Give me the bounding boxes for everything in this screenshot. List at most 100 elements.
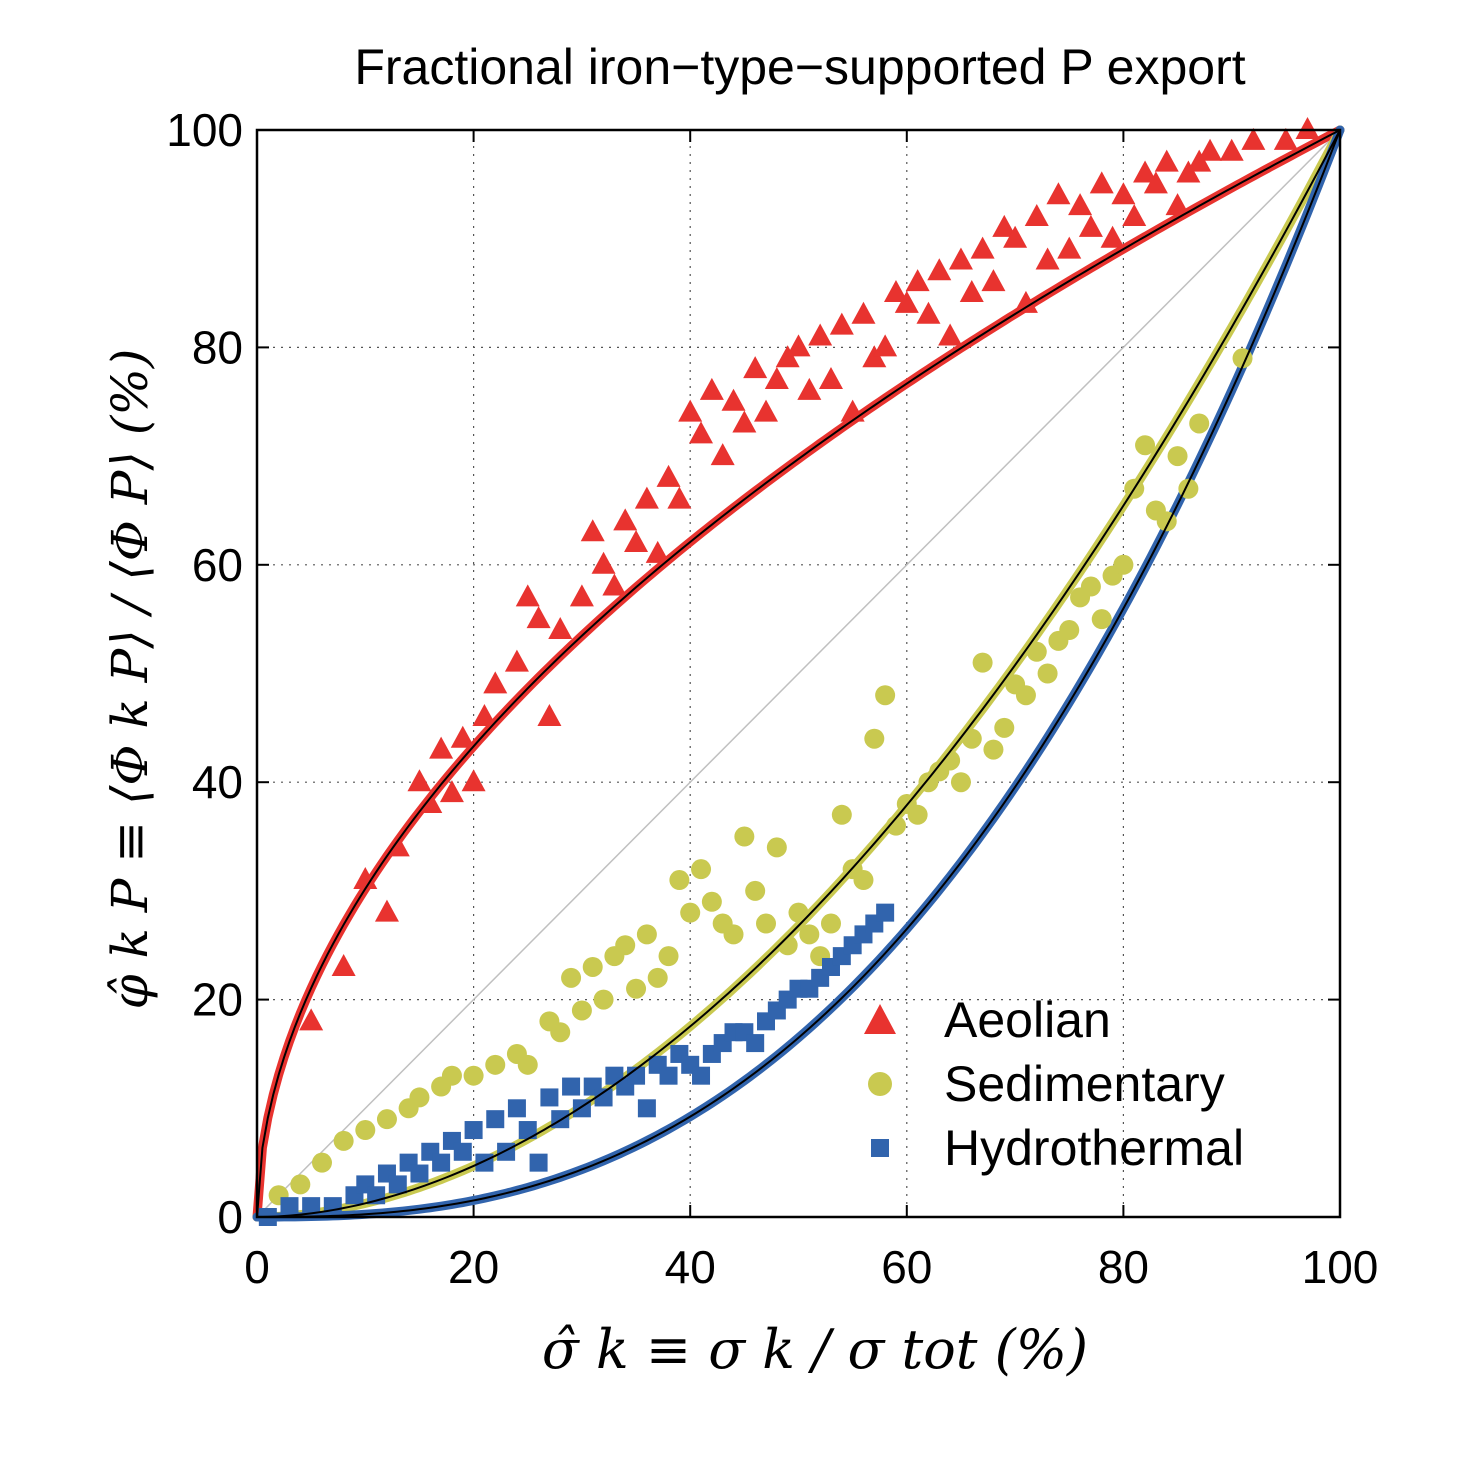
point-sedimentary	[658, 946, 679, 967]
point-aeolian	[331, 953, 356, 976]
point-aeolian	[1035, 247, 1060, 270]
y-tick-label: 80	[192, 321, 243, 373]
point-sedimentary	[1080, 576, 1101, 597]
identity-line	[256, 129, 1341, 1218]
point-hydrothermal	[562, 1077, 581, 1096]
point-aeolian	[927, 258, 952, 281]
point-sedimentary	[799, 924, 820, 945]
point-aeolian	[634, 486, 659, 509]
point-aeolian	[569, 584, 594, 607]
point-aeolian	[1295, 117, 1320, 139]
point-sedimentary	[582, 956, 603, 977]
point-aeolian	[353, 867, 378, 890]
point-aeolian	[992, 214, 1017, 237]
point-aeolian	[721, 388, 746, 411]
point-sedimentary	[1167, 446, 1188, 467]
point-sedimentary	[691, 859, 712, 880]
legend-label: Sedimentary	[944, 1056, 1225, 1112]
point-sedimentary	[788, 902, 809, 923]
point-hydrothermal	[302, 1197, 321, 1216]
point-sedimentary	[376, 1109, 397, 1130]
point-aeolian	[948, 247, 973, 270]
point-sedimentary	[463, 1065, 484, 1086]
legend-item-aeolian: Aeolian	[860, 988, 1244, 1052]
triangle-marker-icon	[860, 1000, 900, 1040]
data-points	[258, 117, 1320, 1226]
point-aeolian	[504, 649, 529, 672]
point-sedimentary	[875, 685, 896, 706]
point-sedimentary	[1015, 685, 1036, 706]
point-sedimentary	[669, 870, 690, 891]
x-tick-label: 40	[665, 1241, 716, 1293]
point-aeolian	[1003, 225, 1028, 248]
fit-curves	[256, 129, 1341, 1218]
point-aeolian	[1219, 138, 1244, 161]
point-sedimentary	[626, 978, 647, 999]
point-aeolian	[1046, 182, 1071, 205]
point-sedimentary	[701, 891, 722, 912]
point-aeolian	[1089, 171, 1114, 194]
point-aeolian	[407, 769, 432, 792]
point-sedimentary	[1091, 609, 1112, 630]
point-aeolian	[883, 280, 908, 303]
point-aeolian	[981, 269, 1006, 292]
point-aeolian	[1241, 127, 1266, 150]
point-hydrothermal	[876, 903, 895, 922]
point-sedimentary	[885, 815, 906, 836]
point-hydrothermal	[692, 1066, 711, 1085]
plot-frame	[255, 128, 1342, 1219]
point-aeolian	[450, 725, 475, 748]
point-hydrothermal	[637, 1099, 656, 1118]
point-sedimentary	[593, 989, 614, 1010]
point-aeolian	[1111, 182, 1136, 205]
point-aeolian	[1165, 193, 1190, 216]
point-aeolian	[1013, 290, 1038, 313]
point-aeolian	[429, 736, 454, 759]
point-sedimentary	[561, 967, 582, 988]
point-aeolian	[1154, 149, 1179, 172]
point-sedimentary	[615, 935, 636, 956]
point-aeolian	[938, 323, 963, 346]
y-tick-label: 100	[166, 104, 243, 156]
point-aeolian	[1143, 171, 1168, 194]
point-sedimentary	[983, 739, 1004, 760]
point-hydrothermal	[280, 1197, 299, 1216]
point-sedimentary	[311, 1152, 332, 1173]
point-aeolian	[786, 334, 811, 357]
point-aeolian	[667, 486, 692, 509]
point-sedimentary	[723, 924, 744, 945]
point-aeolian	[461, 769, 486, 792]
point-sedimentary	[517, 1054, 538, 1075]
point-aeolian	[1122, 203, 1147, 226]
point-sedimentary	[680, 902, 701, 923]
point-aeolian	[1198, 138, 1223, 161]
x-axis-label: σ̂ k ≡ σ k / σ tot (%)	[541, 1318, 1089, 1381]
point-sedimentary	[766, 837, 787, 858]
point-aeolian	[613, 508, 638, 531]
square-marker-icon	[860, 1128, 900, 1168]
point-sedimentary	[571, 1000, 592, 1021]
point-hydrothermal	[388, 1175, 407, 1194]
y-tick-label: 20	[192, 974, 243, 1026]
point-aeolian	[656, 464, 681, 487]
point-aeolian	[472, 703, 497, 726]
point-aeolian	[537, 703, 562, 726]
point-aeolian	[732, 410, 757, 433]
x-tick-label: 0	[244, 1241, 270, 1293]
point-aeolian	[818, 367, 843, 390]
point-aeolian	[645, 540, 670, 563]
point-aeolian	[624, 530, 649, 553]
point-sedimentary	[756, 913, 777, 934]
point-sedimentary	[355, 1120, 376, 1141]
point-aeolian	[515, 584, 540, 607]
point-hydrothermal	[659, 1066, 678, 1085]
x-tick-label: 60	[881, 1241, 932, 1293]
point-hydrothermal	[464, 1121, 483, 1140]
point-aeolian	[873, 334, 898, 357]
point-aeolian	[678, 399, 703, 422]
point-aeolian	[764, 367, 789, 390]
point-aeolian	[591, 551, 616, 574]
legend-item-hydrothermal: Hydrothermal	[860, 1116, 1244, 1180]
point-sedimentary	[961, 728, 982, 749]
